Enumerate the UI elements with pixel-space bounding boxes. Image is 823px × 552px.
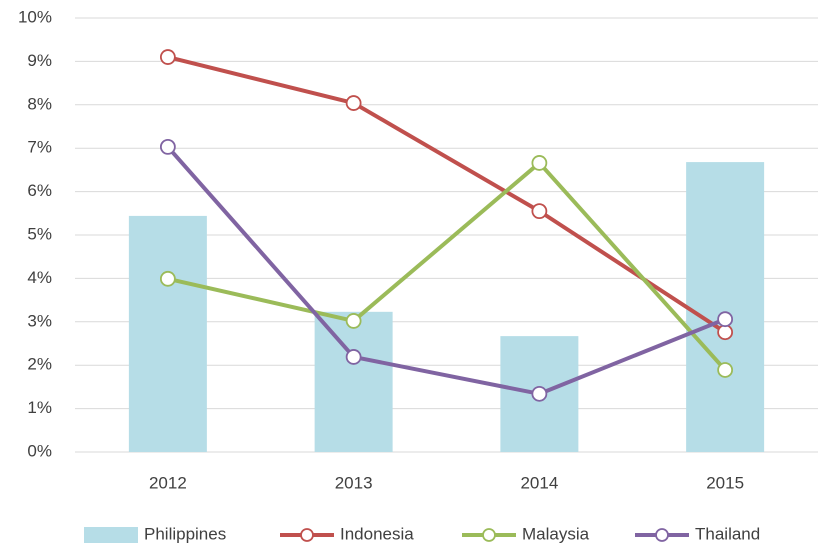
marker (159, 270, 176, 287)
x-tick-label: 2012 (149, 473, 187, 492)
bar (686, 162, 765, 452)
y-tick-label: 1% (27, 398, 52, 417)
x-tick-label: 2015 (706, 473, 744, 492)
legend-label: Thailand (695, 524, 760, 543)
legend-marker (655, 528, 669, 542)
marker (717, 324, 734, 341)
marker (345, 313, 362, 329)
y-tick-label: 10% (18, 7, 52, 26)
bar (314, 311, 393, 452)
marker (345, 349, 362, 365)
marker (345, 95, 362, 111)
marker (531, 155, 548, 171)
legend-label: Philippines (144, 524, 226, 543)
marker (717, 311, 734, 328)
y-tick-label: 3% (27, 311, 52, 330)
legend-swatch (84, 527, 138, 543)
marker (159, 49, 176, 65)
legend-marker (300, 528, 314, 542)
y-tick-label: 5% (27, 224, 52, 243)
line (167, 160, 727, 372)
marker (717, 362, 734, 378)
line (166, 145, 726, 396)
legend-label: Malaysia (522, 524, 590, 543)
marker (531, 385, 548, 402)
line (167, 55, 727, 334)
y-tick-label: 6% (27, 181, 52, 200)
y-tick-label: 9% (27, 51, 52, 70)
marker (159, 138, 176, 155)
y-tick-label: 2% (27, 355, 52, 374)
x-tick-label: 2013 (335, 473, 373, 492)
y-tick-label: 7% (27, 138, 52, 157)
marker (531, 203, 548, 220)
bar (128, 215, 207, 452)
legend-label: Indonesia (340, 524, 414, 543)
x-tick-label: 2014 (520, 473, 558, 492)
legend-marker (482, 528, 496, 542)
y-tick-label: 4% (27, 268, 52, 287)
y-tick-label: 0% (27, 441, 52, 460)
y-tick-label: 8% (27, 94, 52, 113)
